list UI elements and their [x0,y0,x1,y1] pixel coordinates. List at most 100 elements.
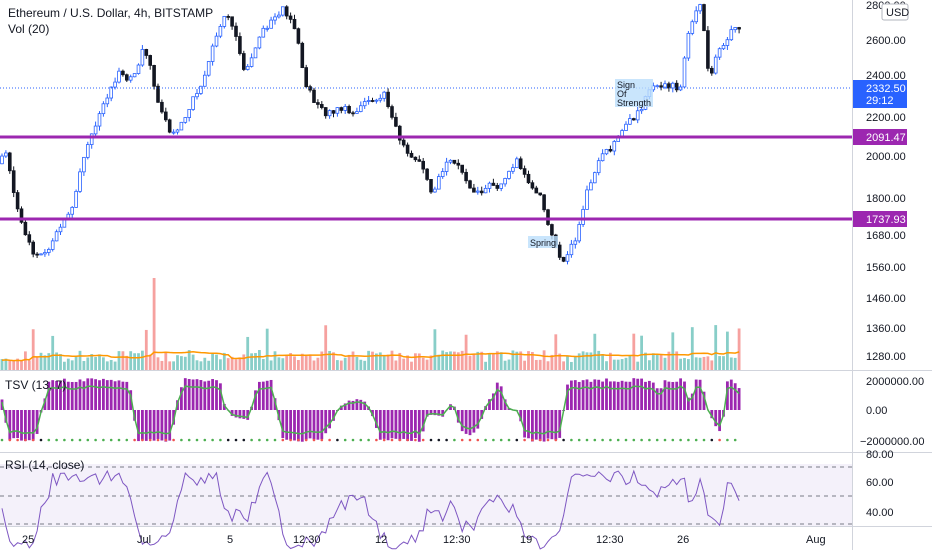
price-tick: 2400.00 [866,70,906,82]
candle-body [280,6,285,16]
candle-body [277,14,281,18]
candle-body [628,118,632,125]
volume-bar [4,358,8,370]
volume-bar [453,351,456,370]
tsv-bar [456,410,460,423]
volume-bar [468,355,472,370]
tsv-bar [523,410,526,438]
candle-body [304,67,308,88]
tsv-bar [105,380,109,410]
time-tick: 5 [227,534,233,546]
volume-bar [312,360,316,370]
tsv-bar [472,410,476,433]
tsv-bar [265,380,269,410]
volume-bar [589,352,593,370]
spring-annotation-box[interactable] [528,236,558,248]
candle-body [694,10,698,23]
volume-bar [363,360,367,370]
volume-bar [160,360,164,370]
candle-body [234,25,238,37]
candle-body [300,42,305,69]
tsv-bar [499,386,503,410]
volume-bar [726,331,729,370]
volume-bar [476,351,480,370]
candle-body [725,39,730,46]
tsv-dot [632,438,636,442]
candle-body [27,234,32,243]
volume-bar [519,351,523,370]
candles[interactable] [0,3,741,265]
candle-body [464,171,468,182]
candle-body [710,67,714,74]
tsv-dot [180,438,183,442]
tsv-bar [254,390,257,410]
tsv-bar [129,390,133,410]
tsv-bar [495,382,499,410]
tsv-dots [0,438,737,442]
tsv-dot [328,438,331,442]
volume-bar [421,357,425,370]
tsv-legend[interactable]: TSV (13, 7) [5,378,66,392]
candle-body [733,27,737,31]
tsv-bar [651,382,655,410]
candle-body [4,152,8,157]
candle-body [538,192,542,196]
volume-bar [105,361,109,370]
tsv-bar [207,380,211,410]
tsv-bar [390,410,394,439]
rsi-legend[interactable]: RSI (14, close) [5,458,84,472]
price-tick: 2000.00 [866,151,906,163]
tsv-dot [694,438,698,442]
tsv-bar [234,410,238,418]
candle-body [397,125,402,141]
tsv-bar [144,410,148,441]
tsv-bar [382,410,386,439]
volume-bar [109,359,113,370]
tsv-bar [616,381,620,410]
volume-bar [16,358,19,370]
volume-bar [63,361,66,370]
volume-bar [277,357,281,370]
tsv-dot [273,438,277,442]
tsv-bar [242,410,246,419]
tsv-bar [480,410,484,419]
tsv-bar [141,410,144,441]
tsv-bar [449,404,452,410]
volume-legend[interactable]: Vol (20) [8,22,49,36]
tsv-bar [199,380,203,410]
candle-body [253,47,258,59]
candle-body [125,74,129,81]
tsv-bar [375,410,378,428]
candle-body [39,253,43,256]
candle-body [561,256,566,262]
volume-bar [137,353,140,370]
tsv-bar [554,410,558,441]
candle-body [43,252,47,255]
tsv-bar [612,381,616,410]
candle-body [444,161,449,172]
tsv-dot [102,438,105,442]
price-pane[interactable] [0,0,852,370]
candle-body [339,107,344,111]
currency-label: USD [886,7,909,19]
tsv-bar [63,378,66,410]
candle-body [284,6,289,17]
symbol-title[interactable]: Ethereum / U.S. Dollar, 4h, BITSTAMP [8,6,213,20]
currency-badge[interactable] [881,3,909,21]
tsv-dot [546,438,550,442]
candle-body [35,253,39,256]
tsv-bar [437,410,441,416]
tsv-dot [531,438,534,442]
candle-body [167,119,172,133]
candle-body [495,185,500,189]
candle-body [698,4,702,12]
candle-body [241,53,246,70]
volume-bar [281,358,285,370]
sos-annotation-box[interactable] [615,79,653,107]
candle-body [550,224,554,236]
volume-bar [503,360,507,370]
tsv-bar [59,381,62,410]
candle-body [706,30,710,69]
volume-bar [679,358,682,370]
